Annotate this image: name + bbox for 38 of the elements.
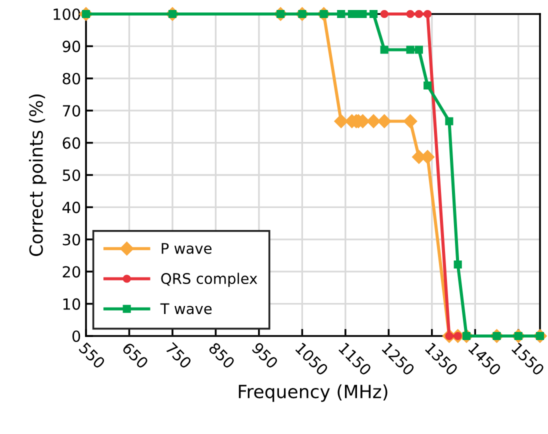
x-tick-label: 750: [165, 342, 192, 370]
point: [337, 10, 346, 18]
y-tick-label: 100: [54, 8, 80, 20]
x-tick-label: 550: [78, 342, 106, 370]
point: [370, 10, 378, 18]
point: [454, 260, 462, 269]
point: [366, 114, 380, 128]
x-tick-label: 950: [251, 342, 279, 370]
y-tick-label: 60: [62, 137, 80, 149]
y-tick-label: 90: [62, 40, 80, 52]
point: [424, 10, 432, 18]
point: [334, 114, 348, 128]
x-tick-label: 650: [122, 342, 149, 370]
point: [445, 117, 454, 126]
point: [424, 81, 432, 90]
point: [406, 46, 414, 54]
y-tick-label: 10: [63, 298, 80, 310]
point: [403, 114, 418, 128]
y-tick-label: 70: [62, 105, 80, 117]
x-tick-label: 850: [208, 342, 236, 370]
x-axis-title: Frequency (MHz): [238, 384, 388, 402]
legend-label: T wave: [160, 303, 212, 314]
y-axis-title: Correct points (%): [28, 94, 46, 256]
y-tick-label: 50: [62, 169, 80, 182]
y-tick-label: 80: [62, 72, 80, 84]
point: [414, 10, 423, 18]
point: [414, 46, 423, 54]
legend-label: QRS complex: [161, 272, 258, 287]
point: [380, 10, 388, 18]
y-tick-label: 0: [72, 330, 80, 342]
y-tick-label: 20: [62, 266, 80, 278]
legend-label: P wave: [162, 243, 212, 254]
point: [380, 46, 388, 54]
y-tick-label: 30: [62, 234, 80, 246]
point: [406, 10, 414, 18]
point: [454, 332, 462, 340]
y-tick-label: 40: [62, 202, 80, 214]
point: [377, 114, 392, 128]
